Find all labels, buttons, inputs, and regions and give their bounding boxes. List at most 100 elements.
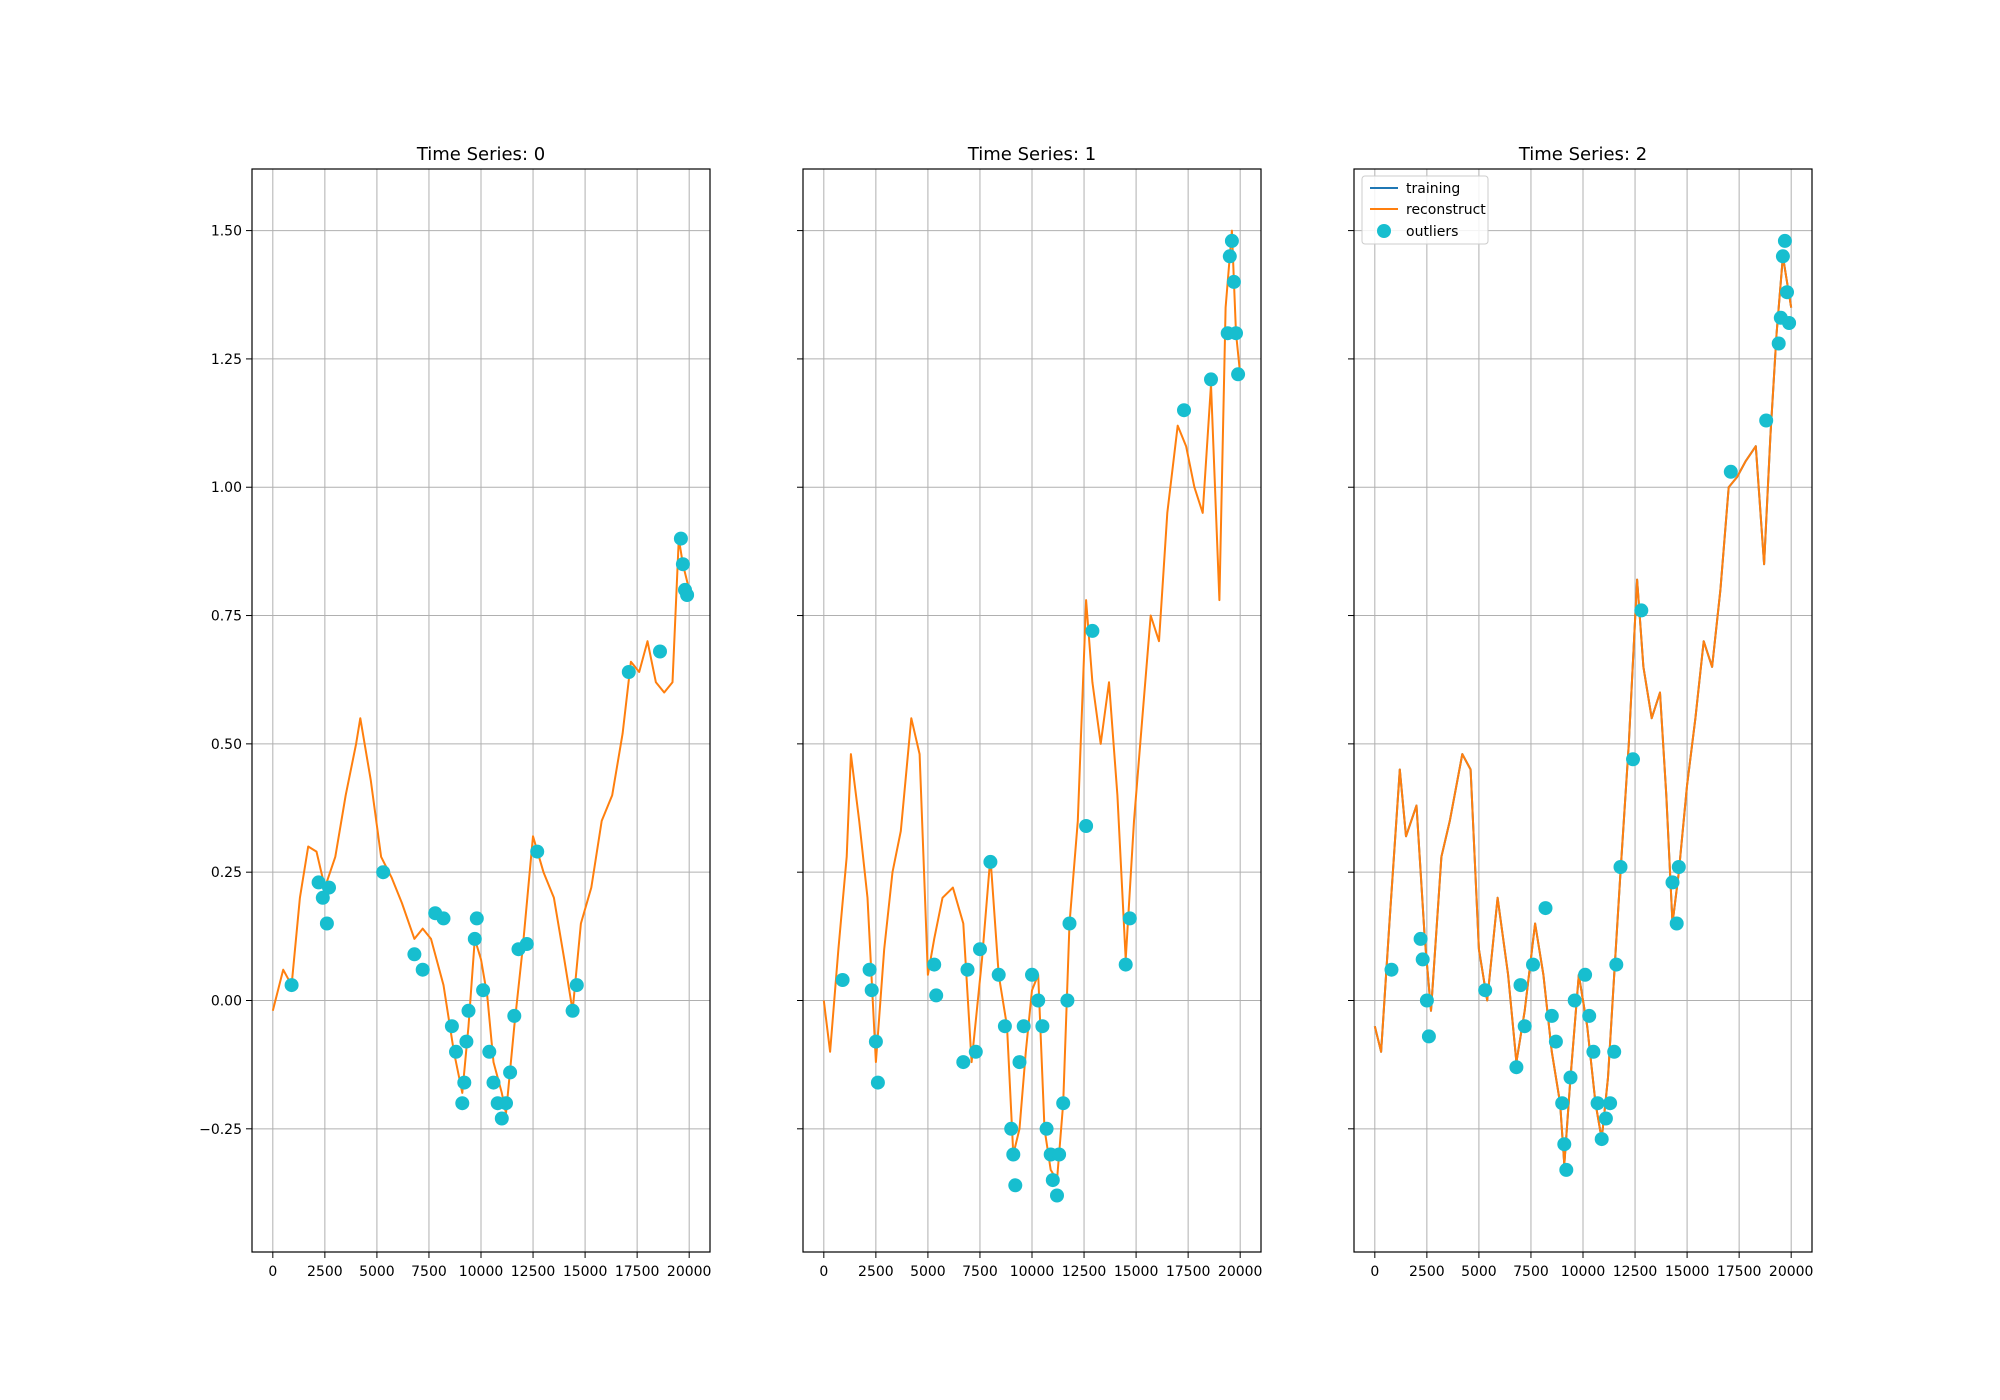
panel-0-outlier-point bbox=[499, 1096, 513, 1111]
panel-1-xtick-label: 12500 bbox=[1062, 1264, 1107, 1280]
panel-0-outlier-point bbox=[455, 1096, 470, 1111]
legend-outliers-label: outliers bbox=[1406, 224, 1458, 240]
panel-0-xtick-label: 15000 bbox=[563, 1264, 608, 1280]
panel-1-outlier-point bbox=[1004, 1121, 1019, 1136]
panel-1-outlier-point bbox=[1226, 274, 1241, 289]
panel-0-ytick-label: −0.25 bbox=[199, 1122, 242, 1138]
panel-0-xtick-label: 10000 bbox=[459, 1264, 504, 1280]
panel-1-outlier-point bbox=[1079, 819, 1094, 833]
panel-2-outlier-point bbox=[1775, 249, 1790, 264]
panel-1-outlier-point bbox=[870, 1075, 885, 1090]
panel-0-outlier-point bbox=[467, 931, 482, 946]
panel-1-outlier-point bbox=[1045, 1173, 1060, 1188]
panel-0-ytick-label: 1.00 bbox=[211, 480, 242, 496]
panel-0-ytick-label: 1.50 bbox=[211, 224, 242, 240]
panel-1-outlier-point bbox=[997, 1019, 1012, 1034]
panel-2-outlier-point bbox=[1544, 1008, 1559, 1023]
panel-2-outlier-point bbox=[1517, 1019, 1532, 1034]
panel-0-xtick-label: 5000 bbox=[359, 1264, 395, 1280]
panel-0-outlier-point bbox=[519, 937, 534, 951]
panel-2-outlier-point bbox=[1559, 1162, 1574, 1177]
panel-1-outlier-point bbox=[1056, 1096, 1071, 1111]
panel-0-xtick-label: 20000 bbox=[667, 1264, 712, 1280]
panel-1-outlier-point bbox=[1224, 233, 1239, 248]
panel-0-outlier-point bbox=[565, 1003, 580, 1018]
panel-2-outlier-point bbox=[1513, 978, 1528, 993]
panel-2-outlier-point bbox=[1478, 983, 1493, 998]
panel-2-title: Time Series: 2 bbox=[1518, 144, 1647, 165]
panel-1-xtick-label: 10000 bbox=[1010, 1264, 1055, 1280]
panel-0-outlier-point bbox=[407, 947, 422, 962]
panel-0-xtick-label: 17500 bbox=[615, 1264, 660, 1280]
panel-0-outlier-point bbox=[449, 1044, 463, 1059]
panel-0-xtick-label: 0 bbox=[268, 1264, 277, 1280]
panel-0-outlier-point bbox=[494, 1111, 509, 1126]
panel-2-outlier-point bbox=[1421, 1029, 1436, 1044]
panel-1-xtick-label: 5000 bbox=[910, 1264, 946, 1280]
panel-1-outlier-point bbox=[1222, 249, 1237, 264]
panel-2-outlier-point bbox=[1548, 1034, 1563, 1049]
panel-1-outlier-point bbox=[1008, 1178, 1023, 1193]
panel-1-outlier-point bbox=[956, 1055, 971, 1070]
panel-1-outlier-point bbox=[1031, 993, 1046, 1008]
panel-2-outlier-point bbox=[1613, 860, 1628, 874]
legend-box bbox=[1361, 175, 1489, 245]
panel-2-outlier-point bbox=[1759, 413, 1774, 428]
panel-0-outlier-point bbox=[311, 875, 326, 890]
panel-1-outlier-point bbox=[835, 973, 850, 987]
panel-2-outlier-point bbox=[1563, 1070, 1578, 1085]
panel-0-outlier-point bbox=[675, 557, 690, 572]
panel-0-outlier-point bbox=[315, 890, 330, 905]
panel-0-outlier-point bbox=[436, 911, 451, 926]
panel-1-outlier-point bbox=[1012, 1055, 1027, 1070]
panel-1-xtick-label: 7500 bbox=[962, 1264, 998, 1280]
panel-1-outlier-point bbox=[1118, 957, 1133, 972]
panel-1-outlier-point bbox=[1006, 1147, 1021, 1162]
panel-2-outlier-point bbox=[1598, 1111, 1613, 1126]
panel-2-xtick-label: 0 bbox=[1370, 1264, 1379, 1280]
panel-0-outlier-point bbox=[476, 983, 491, 998]
panel-0-outlier-point bbox=[486, 1075, 501, 1090]
panel-2: Time Series: 2 0 2500 5000 7500 10000 12500 15… bbox=[1348, 144, 1813, 1280]
panel-2-outlier-point bbox=[1413, 931, 1428, 946]
panel-1-xtick-label: 15000 bbox=[1114, 1264, 1159, 1280]
panel-0-outlier-point bbox=[415, 962, 430, 977]
panel-1-outlier-point bbox=[1177, 403, 1191, 418]
panel-0-outlier-point bbox=[459, 1034, 474, 1049]
panel-2-outlier-point bbox=[1782, 316, 1797, 330]
panel-0-outlier-point bbox=[653, 644, 667, 659]
panel-2-xtick-label: 2500 bbox=[1409, 1264, 1445, 1280]
panel-2-outlier-point bbox=[1603, 1096, 1618, 1111]
panel-0-ytick-label: 1.25 bbox=[211, 352, 242, 368]
panel-2-outlier-point bbox=[1626, 752, 1640, 767]
panel-1-outlier-point bbox=[862, 962, 877, 977]
panel-2-xtick-label: 20000 bbox=[1769, 1264, 1814, 1280]
panel-0-outlier-point bbox=[621, 665, 636, 679]
panel-0-xtick-label: 7500 bbox=[411, 1264, 447, 1280]
panel-2-outlier-point bbox=[1557, 1137, 1572, 1152]
panel-2-xtick-label: 17500 bbox=[1717, 1264, 1762, 1280]
panel-1-outlier-point bbox=[1052, 1147, 1067, 1162]
panel-1-outlier-point bbox=[973, 942, 987, 957]
panel-1-outlier-point bbox=[983, 854, 998, 869]
panel-0-outlier-point bbox=[469, 911, 484, 926]
panel-1-outlier-point bbox=[1085, 623, 1100, 638]
panel-0-outlier-point bbox=[503, 1065, 518, 1080]
panel-0-outlier-point bbox=[322, 880, 336, 895]
panel-1-outlier-point bbox=[1050, 1188, 1064, 1203]
panel-2-outlier-point bbox=[1555, 1096, 1570, 1111]
panel-0-outlier-point bbox=[376, 865, 391, 880]
panel-2-outlier-point bbox=[1567, 993, 1582, 1008]
panel-2-outlier-point bbox=[1634, 603, 1649, 618]
panel-1-outlier-point bbox=[1025, 967, 1039, 982]
panel-1-outlier-point bbox=[1062, 916, 1077, 931]
panel-2-outlier-point bbox=[1538, 901, 1553, 916]
panel-2-outlier-point bbox=[1590, 1096, 1605, 1111]
panel-1-xtick-label: 17500 bbox=[1166, 1264, 1211, 1280]
panel-2-outlier-point bbox=[1665, 875, 1680, 890]
panel-1-outlier-point bbox=[1035, 1019, 1050, 1034]
panel-2-outlier-point bbox=[1777, 233, 1792, 248]
panel-2-outlier-point bbox=[1526, 957, 1540, 972]
panel-2-outlier-point bbox=[1384, 962, 1399, 977]
panel-0-outlier-point bbox=[319, 916, 334, 931]
